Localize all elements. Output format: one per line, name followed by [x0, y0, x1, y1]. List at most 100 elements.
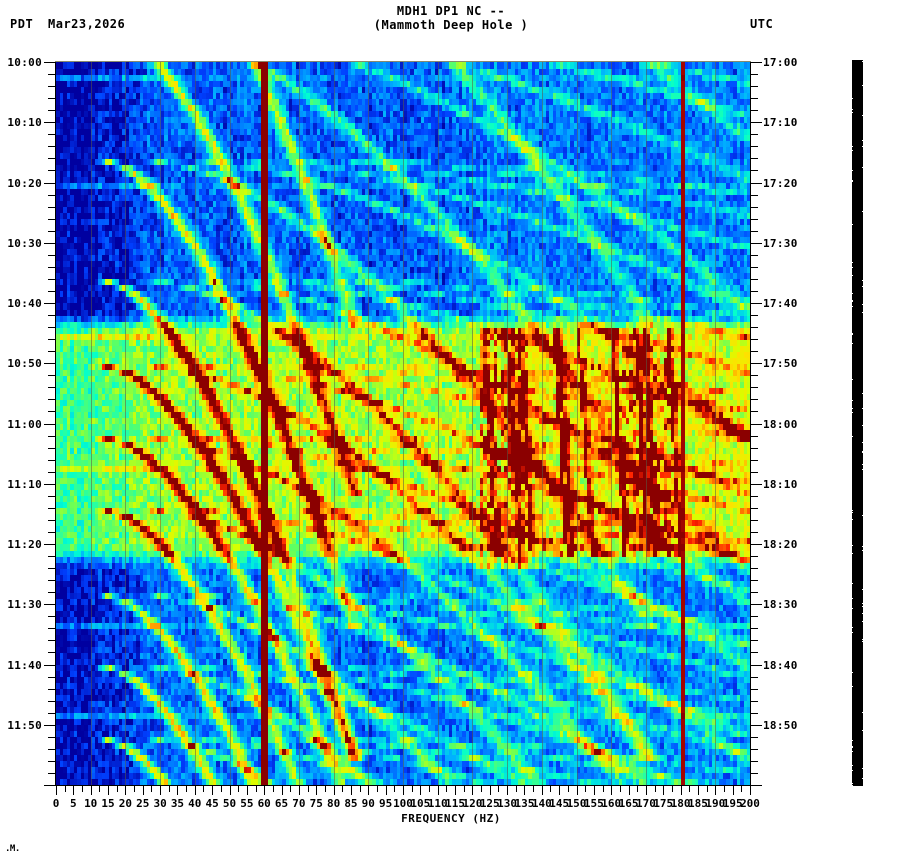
x-label-90: 90 — [361, 797, 375, 810]
x-tick — [342, 786, 343, 792]
x-label-175: 175 — [653, 797, 674, 810]
y-tick-right — [751, 279, 758, 280]
y-label-right-3: 17:30 — [763, 236, 798, 250]
x-label-95: 95 — [379, 797, 393, 810]
y-tick-left — [44, 544, 55, 545]
x-tick — [247, 786, 248, 795]
y-tick-left — [48, 508, 55, 509]
y-tick-left — [48, 207, 55, 208]
y-tick-right — [751, 484, 762, 485]
x-tick — [143, 786, 144, 795]
x-tick — [290, 786, 291, 792]
x-tick — [446, 786, 447, 792]
y-tick-right — [751, 146, 758, 147]
y-label-right-9: 18:30 — [763, 598, 798, 612]
x-label-155: 155 — [583, 797, 604, 810]
x-tick — [750, 786, 751, 795]
y-tick-left — [48, 701, 55, 702]
x-label-190: 190 — [705, 797, 726, 810]
x-tick — [195, 786, 196, 795]
x-tick — [108, 786, 109, 795]
y-tick-right — [751, 761, 758, 762]
y-tick-left — [48, 110, 55, 111]
x-tick — [394, 786, 395, 792]
x-tick — [212, 786, 213, 795]
x-label-60: 60 — [257, 797, 271, 810]
y-tick-left — [48, 472, 55, 473]
x-tick — [498, 786, 499, 792]
x-tick — [594, 786, 595, 795]
station-subtitle: (Mammoth Deep Hole ) — [373, 18, 529, 32]
x-tick — [334, 786, 335, 795]
x-tick — [559, 786, 560, 795]
y-tick-left — [44, 424, 55, 425]
x-tick — [412, 786, 413, 792]
y-label-left-3: 10:30 — [7, 236, 42, 250]
x-tick — [533, 786, 534, 792]
x-label-170: 170 — [635, 797, 656, 810]
x-tick — [203, 786, 204, 792]
y-tick-right — [751, 508, 758, 509]
x-label-200: 200 — [740, 797, 760, 810]
spectrogram-canvas — [56, 62, 750, 785]
x-label-110: 110 — [427, 797, 448, 810]
y-tick-right — [751, 749, 758, 750]
x-tick — [620, 786, 621, 792]
y-tick-left — [48, 496, 55, 497]
x-tick — [377, 786, 378, 792]
y-tick-left — [48, 74, 55, 75]
x-label-145: 145 — [549, 797, 570, 810]
x-tick — [733, 786, 734, 795]
x-label-70: 70 — [292, 797, 306, 810]
helicorder-trace-canvas — [851, 60, 864, 786]
x-label-130: 130 — [497, 797, 518, 810]
x-tick — [542, 786, 543, 795]
y-tick-left — [44, 243, 55, 244]
x-tick — [177, 786, 178, 795]
x-tick — [698, 786, 699, 795]
x-label-75: 75 — [309, 797, 323, 810]
x-label-45: 45 — [205, 797, 219, 810]
y-tick-right — [751, 460, 758, 461]
x-tick — [550, 786, 551, 792]
y-tick-left — [44, 665, 55, 666]
x-label-120: 120 — [462, 797, 483, 810]
x-tick — [507, 786, 508, 795]
x-label-5: 5 — [70, 797, 77, 810]
x-axis-line — [55, 785, 751, 786]
y-tick-right — [751, 243, 762, 244]
y-axis-left-line — [55, 62, 56, 785]
x-tick — [73, 786, 74, 795]
x-tick — [134, 786, 135, 792]
record-date-label: Mar23,2026 — [48, 17, 126, 31]
y-tick-left — [48, 134, 55, 135]
y-label-left-0: 10:00 — [7, 56, 42, 69]
y-tick-left — [48, 339, 55, 340]
y-tick-left — [48, 195, 55, 196]
y-tick-right — [751, 122, 762, 123]
y-tick-right — [751, 665, 762, 666]
y-label-right-4: 17:40 — [763, 297, 798, 310]
y-tick-right — [751, 424, 762, 425]
left-timezone-label: PDT — [10, 17, 34, 31]
page-header: PDT Mar23,2026 MDH1 DP1 NC -- (Mammoth D… — [0, 0, 902, 48]
x-tick — [420, 786, 421, 795]
y-tick-left — [44, 604, 55, 605]
y-tick-right — [751, 580, 758, 581]
x-label-25: 25 — [136, 797, 150, 810]
x-tick — [429, 786, 430, 792]
y-tick-right — [751, 255, 758, 256]
y-tick-left — [48, 86, 55, 87]
y-tick-left — [48, 628, 55, 629]
x-label-195: 195 — [722, 797, 743, 810]
y-label-left-6: 11:00 — [7, 417, 42, 431]
y-tick-right — [751, 436, 758, 437]
x-label-185: 185 — [688, 797, 708, 810]
y-tick-right — [751, 592, 758, 593]
x-tick — [490, 786, 491, 795]
y-tick-right — [751, 351, 758, 352]
right-timezone-label: UTC — [750, 17, 774, 31]
x-label-165: 165 — [618, 797, 639, 810]
y-tick-right — [751, 785, 762, 786]
y-tick-left — [48, 315, 55, 316]
